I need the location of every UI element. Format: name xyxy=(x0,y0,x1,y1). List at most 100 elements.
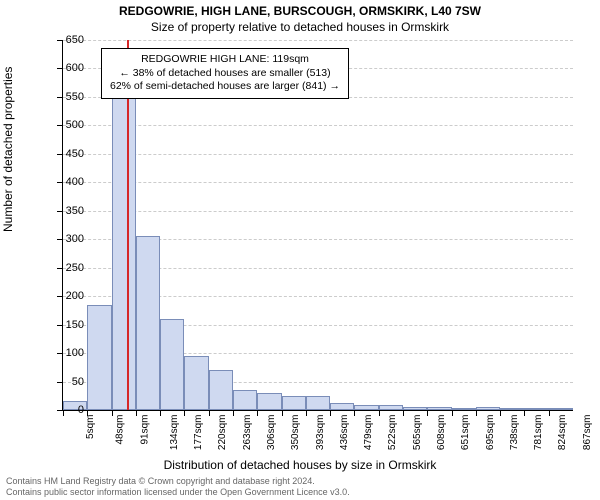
y-tick-label: 250 xyxy=(66,262,84,274)
y-tick-label: 450 xyxy=(66,148,84,160)
y-tick xyxy=(57,68,63,69)
y-tick-label: 550 xyxy=(66,91,84,103)
x-tick-label: 350sqm xyxy=(290,415,301,451)
grid-line xyxy=(63,40,573,41)
x-tick xyxy=(87,410,88,416)
x-tick xyxy=(257,410,258,416)
x-tick xyxy=(354,410,355,416)
histogram-bar xyxy=(209,370,233,410)
y-tick-label: 350 xyxy=(66,205,84,217)
x-tick-label: 177sqm xyxy=(193,415,204,451)
x-tick-label: 781sqm xyxy=(533,415,544,451)
y-tick xyxy=(57,211,63,212)
footer-text: Contains HM Land Registry data © Crown c… xyxy=(6,476,350,498)
histogram-bar xyxy=(233,390,257,410)
y-tick xyxy=(57,296,63,297)
x-tick xyxy=(500,410,501,416)
histogram-bar xyxy=(87,305,111,410)
x-tick-label: 522sqm xyxy=(388,415,399,451)
chart-container: REDGOWRIE, HIGH LANE, BURSCOUGH, ORMSKIR… xyxy=(0,0,600,500)
y-tick-label: 50 xyxy=(72,376,84,388)
x-axis-label: Distribution of detached houses by size … xyxy=(0,458,600,472)
y-tick-label: 500 xyxy=(66,119,84,131)
y-tick-label: 300 xyxy=(66,233,84,245)
chart-plot-area: REDGOWRIE HIGH LANE: 119sqm ← 38% of det… xyxy=(62,40,573,411)
x-tick xyxy=(160,410,161,416)
x-tick xyxy=(233,410,234,416)
x-tick-label: 263sqm xyxy=(242,415,253,451)
footer-line1: Contains HM Land Registry data © Crown c… xyxy=(6,476,350,487)
x-tick-label: 91sqm xyxy=(139,415,150,445)
y-tick-label: 100 xyxy=(66,347,84,359)
annotation-line2: ← 38% of detached houses are smaller (51… xyxy=(110,67,340,81)
y-tick-label: 600 xyxy=(66,62,84,74)
histogram-bar xyxy=(379,405,403,410)
x-tick-label: 5sqm xyxy=(85,415,96,439)
histogram-bar xyxy=(160,319,184,410)
x-tick xyxy=(476,410,477,416)
histogram-bar xyxy=(403,407,427,410)
x-tick xyxy=(452,410,453,416)
x-tick-label: 220sqm xyxy=(218,415,229,451)
grid-line xyxy=(63,182,573,183)
annotation-line3: 62% of semi-detached houses are larger (… xyxy=(110,80,340,94)
footer-line2: Contains public sector information licen… xyxy=(6,487,350,498)
histogram-bar xyxy=(549,408,573,410)
chart-title-sub: Size of property relative to detached ho… xyxy=(0,20,600,34)
x-tick xyxy=(184,410,185,416)
y-tick xyxy=(57,239,63,240)
y-tick-label: 400 xyxy=(66,176,84,188)
histogram-bar xyxy=(112,88,136,410)
chart-title-main: REDGOWRIE, HIGH LANE, BURSCOUGH, ORMSKIR… xyxy=(0,4,600,18)
x-tick xyxy=(209,410,210,416)
histogram-bar xyxy=(136,236,160,410)
histogram-bar xyxy=(330,403,354,410)
x-tick-label: 695sqm xyxy=(485,415,496,451)
x-tick-label: 306sqm xyxy=(266,415,277,451)
x-tick-label: 48sqm xyxy=(115,415,126,445)
y-tick xyxy=(57,40,63,41)
annotation-line1: REDGOWRIE HIGH LANE: 119sqm xyxy=(110,53,340,67)
histogram-bar xyxy=(452,408,476,410)
grid-line xyxy=(63,125,573,126)
x-tick-label: 608sqm xyxy=(436,415,447,451)
y-tick-label: 150 xyxy=(66,319,84,331)
y-tick xyxy=(57,182,63,183)
x-tick-label: 479sqm xyxy=(363,415,374,451)
x-tick xyxy=(112,410,113,416)
grid-line xyxy=(63,154,573,155)
y-tick xyxy=(57,154,63,155)
x-tick xyxy=(379,410,380,416)
histogram-bar xyxy=(427,407,451,410)
y-axis-label: Number of detached properties xyxy=(1,67,15,232)
x-tick-label: 134sqm xyxy=(169,415,180,451)
histogram-bar xyxy=(354,405,378,410)
y-tick-label: 650 xyxy=(66,34,84,46)
grid-line xyxy=(63,211,573,212)
histogram-bar xyxy=(524,408,548,410)
x-tick-label: 393sqm xyxy=(315,415,326,451)
y-tick xyxy=(57,353,63,354)
y-tick xyxy=(57,125,63,126)
x-tick xyxy=(136,410,137,416)
x-tick xyxy=(549,410,550,416)
y-tick xyxy=(57,382,63,383)
y-tick xyxy=(57,325,63,326)
y-tick-label: 0 xyxy=(78,404,84,416)
x-tick xyxy=(306,410,307,416)
histogram-bar xyxy=(257,393,281,410)
histogram-bar xyxy=(282,396,306,410)
x-tick-label: 565sqm xyxy=(412,415,423,451)
x-tick xyxy=(524,410,525,416)
x-tick-label: 867sqm xyxy=(582,415,593,451)
x-tick-label: 651sqm xyxy=(460,415,471,451)
x-tick-label: 436sqm xyxy=(339,415,350,451)
annotation-box: REDGOWRIE HIGH LANE: 119sqm ← 38% of det… xyxy=(101,48,349,99)
x-tick xyxy=(63,410,64,416)
y-tick xyxy=(57,97,63,98)
x-tick-label: 824sqm xyxy=(558,415,569,451)
histogram-bar xyxy=(476,407,500,410)
y-tick xyxy=(57,268,63,269)
histogram-bar xyxy=(500,408,524,410)
histogram-bar xyxy=(306,396,330,410)
